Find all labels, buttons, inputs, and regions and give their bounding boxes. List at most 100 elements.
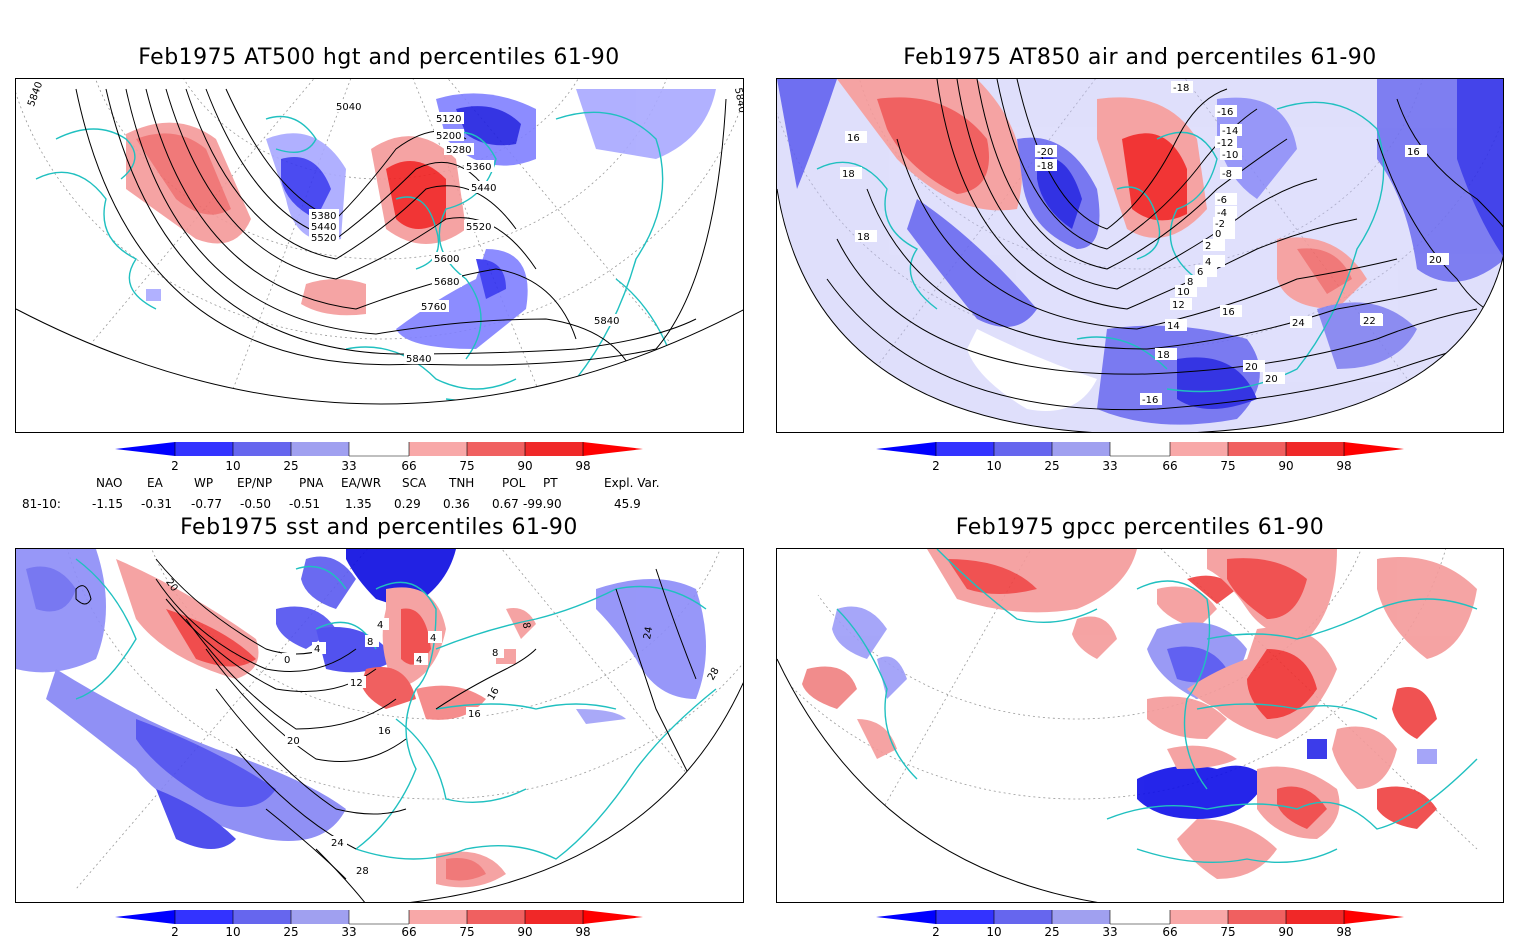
svg-text:18: 18 (857, 232, 870, 243)
svg-text:22: 22 (1363, 316, 1376, 327)
cbar-seg-1 (936, 442, 994, 456)
svg-text:5440: 5440 (311, 222, 336, 233)
cbar-seg-6 (1228, 442, 1286, 456)
svg-text:6: 6 (1197, 267, 1203, 278)
index-header: TNH (449, 476, 475, 490)
contour-label: 10 (1175, 285, 1197, 298)
cbar-seg-7 (1286, 442, 1344, 456)
panel4-gpcc-map (776, 548, 1504, 903)
svg-text:28: 28 (706, 666, 722, 683)
contour-label: 20 (1427, 253, 1449, 266)
svg-text:16: 16 (486, 686, 502, 703)
index-value: 0.67 (492, 497, 519, 511)
contour-label: 2 (1203, 239, 1225, 252)
contour-label: 6 (1195, 265, 1217, 278)
index-value: -99.90 (523, 497, 562, 511)
cbar-label: 2 (171, 925, 179, 939)
colorbar-panel4: 2 10 25 33 66 75 90 98 (876, 910, 1406, 950)
contour-label: -10 (1220, 148, 1242, 161)
contour-label: 5520 (464, 220, 494, 233)
contour-label: 18 (840, 167, 862, 180)
svg-text:18: 18 (842, 169, 855, 180)
index-value: -1.15 (92, 497, 124, 511)
cbar-seg-2 (994, 910, 1052, 924)
svg-text:-10: -10 (1222, 150, 1238, 161)
svg-text:-16: -16 (1217, 107, 1233, 118)
svg-text:5280: 5280 (446, 145, 471, 156)
contour-label: 4 (375, 618, 389, 631)
contour-label: 5760 (419, 300, 449, 313)
cbar-label: 98 (1336, 925, 1352, 939)
contour-label: 12 (348, 676, 366, 689)
cbar-label: 90 (517, 459, 533, 473)
contour-label: 5380 (309, 209, 339, 222)
contour-label: 8 (520, 622, 532, 630)
index-header: Expl. Var. (604, 476, 660, 490)
cbar-label: 66 (1162, 459, 1178, 473)
index-header: EP/NP (237, 476, 273, 490)
svg-text:5840: 5840 (594, 316, 619, 327)
contour-label: 5280 (444, 143, 474, 156)
svg-text:18: 18 (1157, 350, 1170, 361)
cbar-label: 33 (1102, 459, 1118, 473)
contour-label: 22 (1361, 314, 1383, 327)
panel4-title: Feb1975 gpcc percentiles 61-90 (955, 515, 1325, 540)
svg-text:-16: -16 (1142, 395, 1158, 406)
svg-text:2: 2 (1205, 241, 1211, 252)
contour-label: 5200 (434, 129, 464, 142)
index-header: PT (543, 476, 558, 490)
index-value: -0.51 (289, 497, 321, 511)
svg-text:5200: 5200 (436, 131, 461, 142)
contour-label: -8 (1220, 167, 1242, 180)
contour-label: 5440 (469, 181, 499, 194)
svg-text:-2: -2 (1215, 219, 1225, 230)
cbar-label: 90 (517, 925, 533, 939)
cbar-label: 98 (575, 459, 591, 473)
svg-text:4: 4 (314, 644, 320, 655)
contour-label: 20 (1263, 372, 1285, 385)
cbar-label: 90 (1278, 459, 1294, 473)
cbar-seg-8 (1344, 442, 1404, 456)
svg-text:12: 12 (350, 678, 363, 689)
svg-text:28: 28 (356, 866, 369, 877)
index-header: SCA (402, 476, 427, 490)
cbar-seg-5 (1170, 442, 1228, 456)
svg-text:5520: 5520 (311, 233, 336, 244)
contour-label: 5120 (434, 112, 464, 125)
contour-label: 24 (329, 836, 347, 849)
contour-label: 5680 (432, 275, 462, 288)
svg-text:16: 16 (468, 709, 481, 720)
svg-text:-20: -20 (1037, 147, 1053, 158)
cbar-seg-8 (583, 910, 643, 924)
svg-text:-14: -14 (1222, 126, 1238, 137)
cbar-seg-1 (936, 910, 994, 924)
cbar-seg-2 (233, 442, 291, 456)
contour-label: 18 (1155, 348, 1177, 361)
svg-text:16: 16 (1407, 147, 1420, 158)
cbar-label: 98 (1336, 459, 1352, 473)
svg-text:5040: 5040 (336, 102, 361, 113)
contour-label: -4 (1215, 206, 1237, 219)
cbar-seg-6 (467, 910, 525, 924)
contour-label: -16 (1215, 105, 1237, 118)
contour-label: 28 (706, 666, 722, 683)
cbar-seg-3 (291, 910, 349, 924)
cbar-seg-4 (1110, 910, 1170, 924)
svg-text:24: 24 (331, 838, 344, 849)
contour-label: 5840 (26, 80, 45, 108)
svg-text:5840: 5840 (26, 80, 45, 108)
svg-text:5520: 5520 (466, 222, 491, 233)
svg-text:8: 8 (367, 637, 373, 648)
cbar-label: 75 (1220, 925, 1236, 939)
svg-text:-4: -4 (1217, 208, 1227, 219)
svg-text:4: 4 (1205, 257, 1211, 268)
svg-text:5440: 5440 (471, 183, 496, 194)
contour-label: 5600 (432, 252, 462, 265)
svg-text:4: 4 (430, 633, 436, 644)
index-header: NAO (96, 476, 123, 490)
svg-text:5680: 5680 (434, 277, 459, 288)
cbar-label: 33 (1102, 925, 1118, 939)
cbar-seg-1 (175, 442, 233, 456)
contour-label: 5840 (732, 87, 743, 114)
cbar-seg-2 (233, 910, 291, 924)
